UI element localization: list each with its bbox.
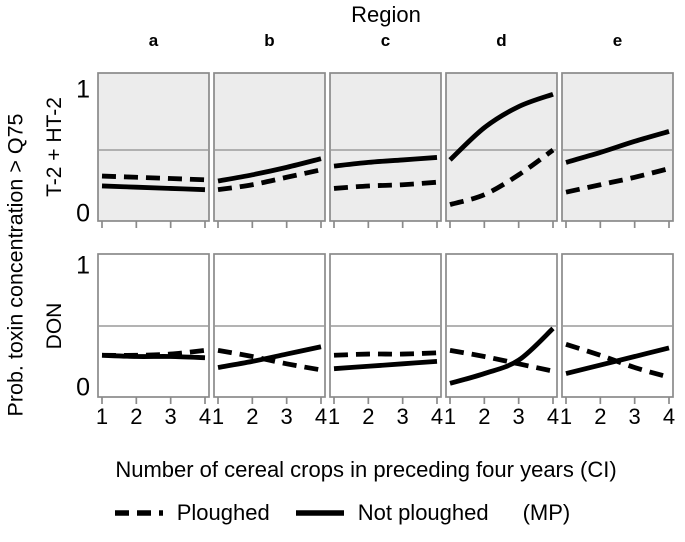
y-tick-1-top: 1 (76, 75, 90, 104)
not-ploughed-line (217, 344, 322, 370)
column-label-a: a (148, 31, 159, 50)
not-ploughed-line (565, 345, 670, 376)
panel-b-t2ht2 (213, 72, 326, 228)
x-tick-label: 1 (443, 404, 457, 429)
x-tick-label: 3 (512, 404, 525, 429)
panel-c-t2ht2 (329, 72, 442, 228)
column-label-d: d (496, 31, 507, 50)
x-tick-label: 2 (362, 404, 375, 429)
ploughed-line (449, 348, 554, 374)
x-tick-label: 4 (546, 404, 560, 429)
x-tick-label: 4 (430, 404, 444, 429)
y-tick-0-bottom: 0 (76, 373, 90, 402)
x-tick-label: 1 (95, 404, 109, 429)
legend: Ploughed Not ploughed (MP) (0, 500, 685, 526)
legend-suffix: (MP) (522, 500, 571, 525)
x-tick-label: 3 (280, 404, 293, 429)
legend-label-not-ploughed: Not ploughed (357, 500, 489, 525)
ploughed-line (565, 166, 670, 195)
chart-title: Region (351, 2, 421, 27)
x-tick-label: 2 (246, 404, 259, 429)
x-tick-label: 2 (594, 404, 607, 429)
x-tick-label: 3 (628, 404, 641, 429)
not-ploughed-line (101, 183, 206, 193)
x-tick-label: 2 (130, 404, 143, 429)
x-tick-label: 4 (662, 404, 676, 429)
x-tick-label: 1 (211, 404, 225, 429)
not-ploughed-line (101, 352, 206, 361)
panel-e-don (561, 253, 674, 404)
panel-c-don (329, 253, 442, 404)
column-label-c: c (380, 31, 391, 50)
panel-b-don (213, 253, 326, 404)
ploughed-line (333, 179, 438, 191)
ploughed-line (101, 173, 206, 183)
x-tick-label: 2 (478, 404, 491, 429)
ploughed-line (333, 350, 438, 358)
panel-e-t2ht2 (561, 72, 674, 228)
dashed-line-sample (114, 510, 163, 516)
row-label-don: DON (43, 302, 66, 350)
x-tick-label: 4 (198, 404, 212, 429)
y-tick-1-bottom: 1 (76, 251, 90, 280)
solid-line-sample (295, 510, 344, 516)
panel-d-t2ht2 (445, 72, 558, 228)
column-label-e: e (612, 31, 623, 50)
panel-a-t2ht2 (97, 72, 210, 228)
panel-a-don (97, 253, 210, 404)
x-tick-label: 3 (164, 404, 177, 429)
not-ploughed-line (333, 155, 438, 169)
ploughed-line (449, 148, 555, 207)
y-tick-0-top: 0 (76, 199, 90, 228)
not-ploughed-line (448, 91, 554, 162)
column-label-b: b (264, 31, 275, 50)
not-ploughed-line (449, 326, 555, 386)
ploughed-line (217, 167, 322, 193)
x-axis-label: Number of cereal crops in preceding four… (115, 457, 617, 482)
x-tick-label: 1 (559, 404, 573, 429)
not-ploughed-line (217, 156, 322, 184)
row-label-t2ht2: T-2 + HT-2 (43, 97, 66, 197)
not-ploughed-line (333, 358, 438, 372)
y-axis-label: Prob. toxin concentration > Q75 (3, 113, 28, 417)
x-tick-label: 1 (327, 404, 341, 429)
legend-label-ploughed: Ploughed (176, 500, 270, 525)
x-tick-label: 3 (396, 404, 409, 429)
x-tick-label: 4 (314, 404, 328, 429)
not-ploughed-line (565, 129, 670, 165)
panel-d-don (445, 253, 558, 404)
